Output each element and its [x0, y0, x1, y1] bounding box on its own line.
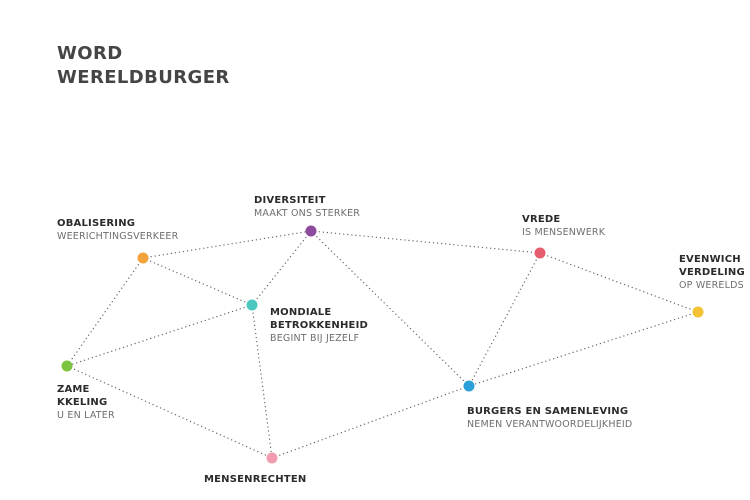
edge-mondiale-duurzame: [66, 304, 253, 367]
node-duurzame: [61, 360, 73, 372]
label-title: EVENWICH: [679, 254, 741, 265]
edge-diversiteit-vrede: [310, 230, 541, 254]
node-evenwicht: [692, 306, 704, 318]
label-title: BURGERS EN SAMENLEVING: [467, 406, 629, 417]
label-title: VERDELING: [679, 267, 745, 278]
node-mensenrechten: [266, 452, 278, 464]
label-mondiale: MONDIALE BETROKKENHEID BEGINT BIJ JEZELF: [270, 306, 368, 345]
edge-globalisering-duurzame: [66, 257, 144, 367]
edge-mensenrechten-burgers: [271, 385, 470, 459]
label-subtitle: NEMEN VERANTWOORDELIJKHEID: [467, 419, 633, 430]
edges-layer: [66, 230, 699, 459]
label-vrede: VREDE IS MENSENWERK: [522, 213, 605, 239]
label-subtitle: WEERICHTINGSVERKEER: [57, 231, 179, 242]
label-title: MENSENRECHTEN: [204, 474, 307, 485]
label-subtitle: OP WERELDS: [679, 280, 744, 291]
label-diversiteit: DIVERSITEIT MAAKT ONS STERKER: [254, 194, 360, 220]
label-title: KKELING: [57, 397, 108, 408]
label-burgers: BURGERS EN SAMENLEVING NEMEN VERANTWOORDE…: [467, 405, 632, 431]
label-subtitle: U EN LATER: [57, 410, 115, 421]
node-vrede: [534, 247, 546, 259]
label-title: MONDIALE: [270, 307, 332, 318]
edge-diversiteit-mondiale: [251, 230, 312, 306]
label-duurzame: ZAME KKELING U EN LATER: [57, 383, 115, 422]
label-evenwicht: EVENWICH VERDELING OP WERELDS: [679, 253, 745, 292]
node-globalisering: [137, 252, 149, 264]
label-subtitle: IS MENSENWERK: [522, 227, 606, 238]
label-subtitle: MAAKT ONS STERKER: [254, 208, 361, 219]
edge-vrede-evenwicht: [539, 252, 699, 313]
edge-evenwicht-burgers: [468, 311, 699, 387]
label-subtitle: BEGINT BIJ JEZELF: [270, 333, 360, 344]
page-title-line-2: WERELDBURGER: [57, 67, 230, 88]
page-title-line-1: WORD: [57, 43, 123, 64]
label-globalisering: OBALISERING WEERICHTINGSVERKEER: [57, 217, 178, 243]
node-mondiale: [246, 299, 258, 311]
edge-globalisering-mondiale: [142, 257, 253, 306]
label-mensenrechten: MENSENRECHTEN: [204, 473, 306, 486]
node-burgers: [463, 380, 475, 392]
label-title: VREDE: [522, 214, 561, 225]
node-diversiteit: [305, 225, 317, 237]
label-title: DIVERSITEIT: [254, 195, 326, 206]
nodes-layer: [61, 225, 704, 464]
edge-vrede-burgers: [468, 252, 541, 387]
label-title: BETROKKENHEID: [270, 320, 368, 331]
page-title: WORD WERELDBURGER: [57, 42, 230, 90]
edge-duurzame-mensenrechten: [66, 365, 273, 459]
label-title: ZAME: [57, 384, 90, 395]
edge-diversiteit-burgers: [310, 230, 470, 387]
edge-mondiale-mensenrechten: [251, 304, 273, 459]
label-title: OBALISERING: [57, 218, 136, 229]
edge-globalisering-diversiteit: [142, 230, 312, 259]
